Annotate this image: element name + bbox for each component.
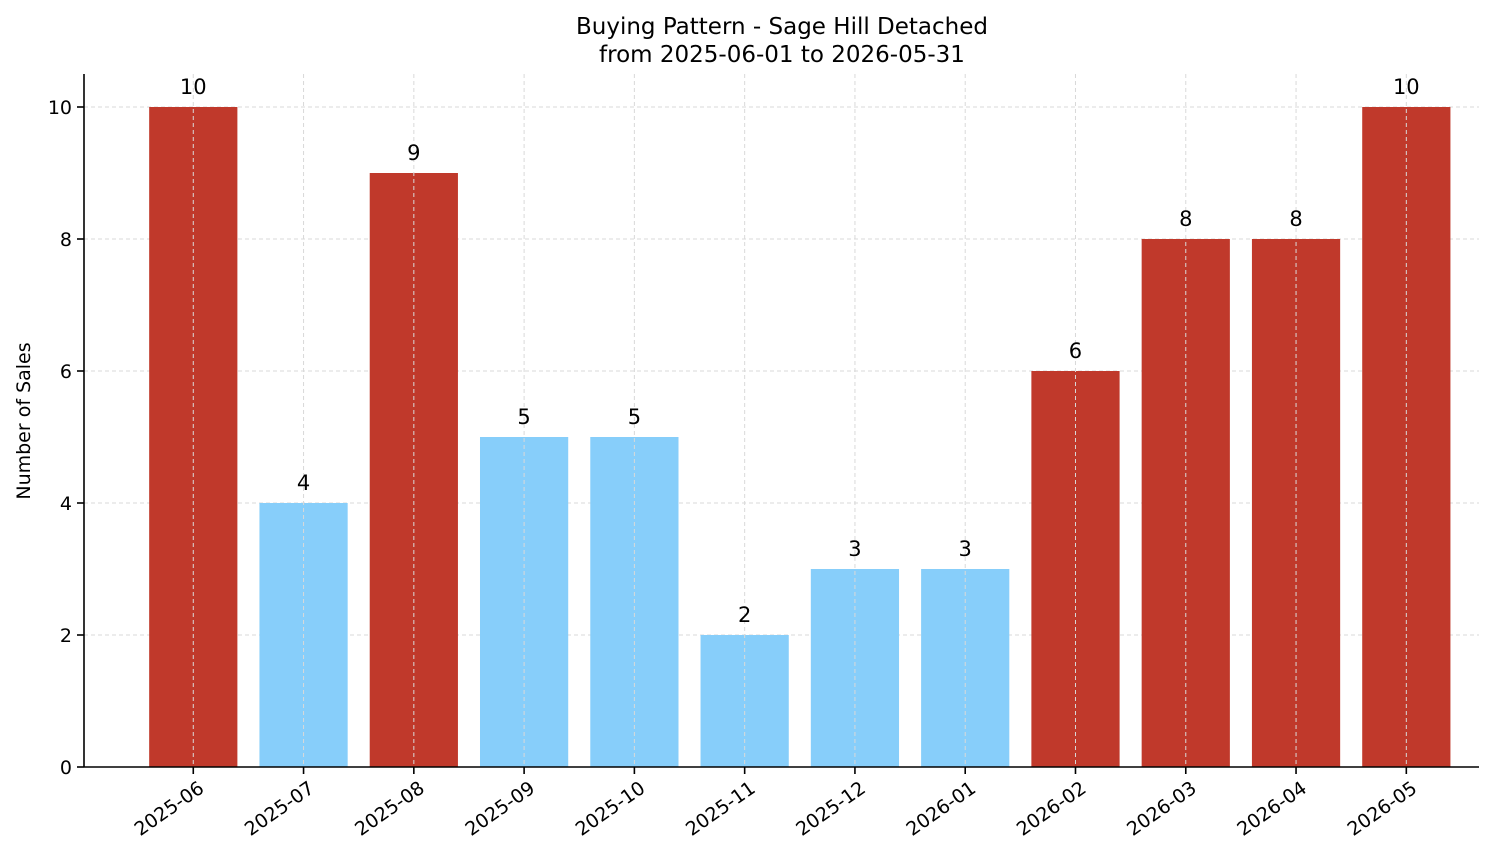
x-tick-label-2026-03: 2026-03 [1123,777,1201,841]
bars [149,107,1451,767]
data-label-2025-11: 2 [738,603,751,627]
x-tick-label-2026-02: 2026-02 [1013,777,1091,841]
data-label-2025-09: 5 [517,405,530,429]
data-labels: 10 4 9 5 5 2 3 3 6 8 8 10 [180,75,1420,627]
x-tick-label-2025-07: 2025-07 [241,777,319,841]
x-tick-label-2025-06: 2025-06 [130,777,208,841]
data-label-2026-03: 8 [1179,207,1192,231]
y-tick-label-4: 4 [60,493,72,515]
x-tick-label-2025-08: 2025-08 [351,777,429,841]
data-label-2025-12: 3 [848,537,861,561]
x-tick-label-2025-11: 2025-11 [682,777,760,841]
bar-2025-06 [149,107,238,767]
y-tick-label-2: 2 [60,625,72,647]
x-tick-label-2025-12: 2025-12 [792,777,870,841]
chart-title: Buying Pattern - Sage Hill Detached [576,14,988,40]
y-axis-label: Number of Sales [13,342,35,499]
x-tick-label-2025-10: 2025-10 [572,777,650,841]
y-tick-label-0: 0 [60,757,72,779]
y-tick-label-6: 6 [60,361,72,383]
chart-subtitle: from 2025-06-01 to 2026-05-31 [599,42,965,68]
bar-2026-05 [1362,107,1451,767]
data-label-2025-08: 9 [407,141,420,165]
data-label-2026-04: 8 [1289,207,1302,231]
bar-2026-01 [921,569,1010,767]
data-label-2026-01: 3 [959,537,972,561]
data-label-2026-02: 6 [1069,339,1082,363]
data-label-2025-07: 4 [297,471,310,495]
bar-2025-12 [810,569,900,767]
x-tick-label-2026-01: 2026-01 [902,777,980,841]
y-tick-label-8: 8 [60,229,72,251]
data-label-2025-10: 5 [628,405,641,429]
y-tick-label-10: 10 [48,97,72,119]
x-tick-label-2026-04: 2026-04 [1233,777,1311,841]
x-tick-label-2026-05: 2026-05 [1344,777,1422,841]
data-label-2026-05: 10 [1393,75,1420,99]
data-label-2025-06: 10 [180,75,207,99]
x-tick-label-2025-09: 2025-09 [461,777,539,841]
